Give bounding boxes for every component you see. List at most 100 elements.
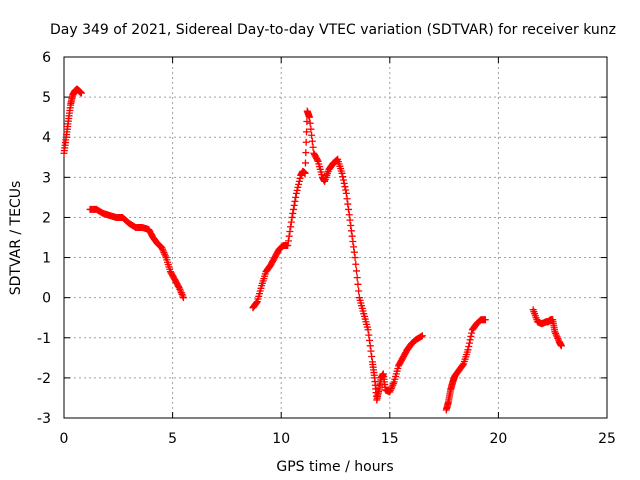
data-point xyxy=(158,244,166,252)
data-points xyxy=(60,85,565,414)
y-tick-label: -3 xyxy=(37,411,51,427)
data-point xyxy=(308,131,316,139)
x-tick-label: 20 xyxy=(489,431,507,447)
data-point xyxy=(465,339,473,347)
data-point xyxy=(294,183,302,191)
data-point xyxy=(302,138,310,146)
data-point xyxy=(389,381,397,389)
data-point xyxy=(303,118,311,126)
chart-title: Day 349 of 2021, Sidereal Day-to-day VTE… xyxy=(50,22,616,38)
y-tick-label: 2 xyxy=(42,210,51,226)
data-point xyxy=(551,328,559,336)
data-point xyxy=(354,280,362,288)
data-point xyxy=(338,169,346,177)
data-point xyxy=(287,218,295,226)
y-tick-label: 4 xyxy=(42,130,51,146)
grid-lines xyxy=(64,57,607,418)
data-point xyxy=(313,156,321,164)
data-point xyxy=(175,284,183,292)
data-point xyxy=(459,361,467,369)
data-point xyxy=(465,342,473,350)
data-point xyxy=(353,274,361,282)
data-point xyxy=(290,201,298,209)
data-point xyxy=(179,292,187,300)
data-point xyxy=(388,383,396,391)
data-point xyxy=(160,249,168,257)
data-point xyxy=(352,267,360,275)
data-point xyxy=(308,137,316,145)
data-point xyxy=(481,316,489,324)
data-point xyxy=(292,189,300,197)
data-point xyxy=(386,388,394,396)
y-tick-label: -1 xyxy=(37,331,51,347)
x-tick-label: 5 xyxy=(168,431,177,447)
data-point xyxy=(301,169,309,177)
y-tick-label: 1 xyxy=(42,251,51,267)
y-tick-label: -2 xyxy=(37,371,51,387)
data-point xyxy=(347,221,355,229)
data-point xyxy=(307,125,315,133)
data-segment-5 xyxy=(529,306,565,350)
data-segment-1 xyxy=(60,85,85,157)
data-point xyxy=(296,174,304,182)
data-point xyxy=(349,238,357,246)
data-point xyxy=(177,289,185,297)
data-point xyxy=(348,232,356,240)
data-point xyxy=(289,209,297,217)
data-point xyxy=(287,223,295,231)
data-point xyxy=(342,186,350,194)
data-point xyxy=(367,347,375,355)
data-point xyxy=(417,332,425,340)
x-tick-label: 10 xyxy=(272,431,290,447)
data-point xyxy=(77,89,85,97)
data-point xyxy=(557,342,565,350)
data-point xyxy=(158,245,166,253)
data-point xyxy=(366,342,374,350)
data-point xyxy=(350,243,358,251)
data-point xyxy=(286,227,294,235)
data-point xyxy=(352,260,360,268)
data-point xyxy=(288,213,296,221)
data-point xyxy=(466,336,474,344)
x-tick-label: 25 xyxy=(598,431,616,447)
data-point xyxy=(364,326,372,334)
data-point xyxy=(346,216,354,224)
data-point xyxy=(468,329,476,337)
data-point xyxy=(339,176,347,184)
data-point xyxy=(291,197,299,205)
data-point xyxy=(554,334,562,342)
data-point xyxy=(303,128,311,136)
data-point xyxy=(302,149,310,157)
data-segment-4 xyxy=(442,316,489,414)
data-point xyxy=(174,282,182,290)
data-point xyxy=(306,119,314,127)
y-tick-label: 3 xyxy=(42,170,51,186)
data-point xyxy=(418,332,426,340)
data-point xyxy=(309,143,317,151)
y-axis-label: SDTVAR / TECUs xyxy=(8,181,24,296)
data-point xyxy=(305,113,313,121)
data-segment-2 xyxy=(86,205,187,302)
data-point xyxy=(553,333,561,341)
data-point xyxy=(351,254,359,262)
y-tick-label: 6 xyxy=(42,50,51,66)
x-axis-label: GPS time / hours xyxy=(276,459,393,475)
data-point xyxy=(161,250,169,258)
data-point xyxy=(552,331,560,339)
data-point xyxy=(464,346,472,354)
data-point xyxy=(467,332,475,340)
data-point xyxy=(293,186,301,194)
data-point xyxy=(333,156,341,164)
plot-frame xyxy=(63,56,608,419)
data-point xyxy=(176,285,184,293)
data-point xyxy=(161,252,169,260)
data-point xyxy=(365,331,373,339)
data-segment-3 xyxy=(249,107,426,404)
y-tick-label: 5 xyxy=(42,90,51,106)
data-point xyxy=(350,248,358,256)
data-point xyxy=(341,183,349,191)
data-point xyxy=(344,200,352,208)
data-point xyxy=(345,211,353,219)
data-point xyxy=(343,195,351,203)
